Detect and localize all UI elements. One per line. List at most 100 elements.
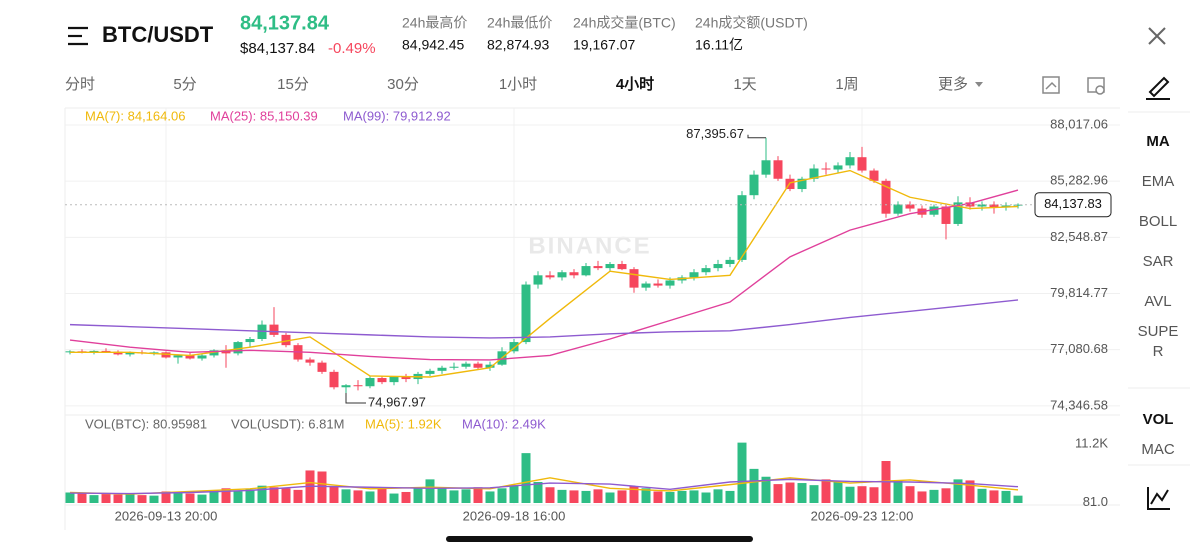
candle-body [713,264,723,269]
indicator[interactable]: EMA [1141,173,1175,190]
candle-body [977,204,987,207]
vol-tick-label: 11.2K [1075,436,1108,451]
annotation-label: 74,967.97 [368,394,426,409]
timeframe-tab[interactable]: 15分 [277,76,309,93]
candle-body [353,385,363,387]
timeframe-tab[interactable]: 5分 [173,76,196,93]
volume-bar [641,488,651,503]
timeframe-tab[interactable]: 30分 [387,76,419,93]
volume-bar [989,490,999,503]
home-indicator [446,536,753,542]
timeframe-tab[interactable]: 1小时 [499,76,537,93]
volume-bar [929,489,939,503]
timeframe-tab[interactable]: 4小时 [616,76,654,93]
candle-body [377,378,387,383]
candle-body [209,350,219,356]
volume-bar [173,493,183,503]
vol-legend: MA(5): 1.92K [365,416,442,431]
timeframe-tab[interactable]: 1天 [733,76,756,93]
volume-bar [701,492,711,503]
volume-bar [965,480,975,503]
volume-bar [689,490,699,503]
volume-bar [389,493,399,503]
candle-body [485,364,495,368]
volume-bar [845,486,855,503]
candle-body [545,275,555,278]
indicator[interactable]: SAR [1142,253,1174,270]
pair[interactable]: BTC/USDT [102,22,214,47]
indicator[interactable]: VOL [1142,411,1174,428]
timeframe-tab[interactable]: 更多 [938,76,968,93]
candle-body [653,283,663,286]
y-tick-label: 74,346.58 [1050,397,1108,412]
menu-icon[interactable] [68,26,88,46]
close-icon[interactable] [1148,27,1166,45]
stat-value: 19,167.07 [573,37,635,53]
candle-body [665,280,675,286]
stat-value: 82,874.93 [487,37,549,53]
volume-bar [521,453,531,503]
candle-body [437,367,447,371]
volume-bar [557,489,567,503]
volume-bar [89,495,99,503]
volume-bar [569,490,579,503]
indicator[interactable]: MA [1146,133,1170,150]
candle-body [953,202,963,224]
candle-body [557,272,567,278]
candle-body [629,269,639,288]
stat-label: 24h最低价 [487,15,552,31]
volume-bar [437,488,447,503]
draw-icon[interactable] [1146,76,1170,100]
candle-body [1013,204,1023,206]
timeframe-tab[interactable]: 分时 [65,76,95,93]
volume-bar [329,486,339,503]
candle-body [761,160,771,175]
volume-bar [617,490,627,503]
candle-body [101,350,111,352]
candle-body [605,264,615,269]
candle-body [689,272,699,278]
ma-line [69,478,1019,495]
candle-body [929,206,939,215]
price: 84,137.84 [240,12,330,34]
volume-bar [485,491,495,503]
y-tick-label: 85,282.96 [1050,173,1108,188]
candle-body [905,204,915,209]
volume-bar [1013,495,1023,503]
ma-legend: MA(7): 84,164.06 [85,108,185,123]
volume-bar [341,489,351,503]
indicator[interactable]: MACD [1141,441,1175,462]
volume-bar [869,487,879,503]
candle-body [797,178,807,190]
volume-bar [317,471,327,503]
candle-body [533,275,543,285]
indicator[interactable]: AVL [1144,293,1172,310]
indicator[interactable]: SUPER [1137,323,1179,360]
indicator[interactable]: BOLL [1138,213,1178,230]
volume-bar [725,490,735,503]
candle-body [773,160,783,179]
volume-bar [257,485,267,503]
change: -0.49% [328,40,376,57]
volume-bar [653,491,663,503]
volume-bar [665,491,675,503]
stat-label: 24h成交量(BTC) [573,15,676,31]
candle-body [473,363,483,368]
volume-bar [473,487,483,503]
candle-body [941,206,951,224]
last-price-label: 84,137.83 [1044,196,1102,211]
settings-icons[interactable] [1042,76,1105,95]
timeframe-tab[interactable]: 1周 [835,76,858,93]
chart-icon[interactable] [1147,487,1170,510]
volume-bar [197,494,207,503]
volume-bar [233,491,243,503]
candle-body [821,168,831,170]
volume-bar [821,479,831,503]
candle-body [521,284,531,343]
candle-body [581,266,591,276]
candle-body [845,157,855,166]
volume-bar [809,485,819,503]
volume-bar [581,490,591,503]
y-tick-label: 79,814.77 [1050,285,1108,300]
candle-body [893,204,903,214]
